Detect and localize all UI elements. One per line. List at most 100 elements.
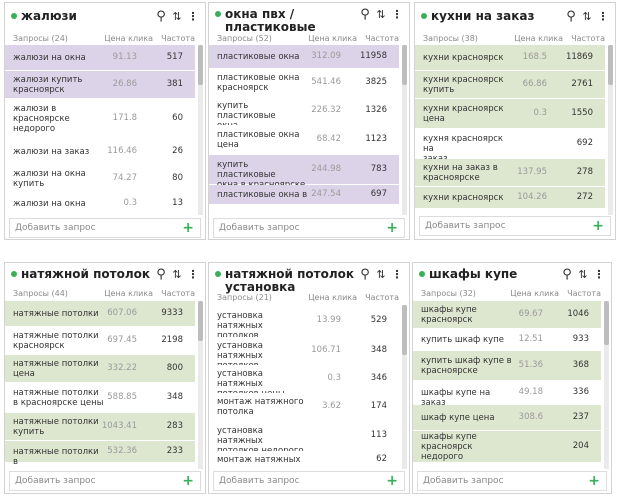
query-row[interactable]: пластиковые окна 312.09 11958 (209, 45, 399, 69)
queries-count-header[interactable]: Запросы (21) (217, 293, 272, 302)
sort-icon[interactable]: ⇅ (172, 268, 182, 281)
queries-count-header[interactable]: Запросы (44) (13, 289, 68, 298)
query-row[interactable]: шкафы купе красноярск недорого 204 (413, 431, 601, 463)
add-query-input[interactable]: Добавить запрос + (417, 471, 607, 491)
freq-column-header[interactable]: Частота (567, 289, 601, 298)
price-column-header[interactable]: Цена клика (104, 289, 153, 298)
query-row[interactable]: кухни красноярск 104.26 272 (415, 187, 605, 209)
price-column-header[interactable]: Цена клика (308, 34, 357, 43)
scrollbar[interactable] (198, 301, 203, 469)
search-icon[interactable]: ⚲ (360, 267, 370, 282)
query-row[interactable]: натяжные потолки 607.06 9333 (5, 301, 195, 327)
query-row[interactable]: шкафы купе красноярск 69.67 1046 (413, 301, 601, 329)
card-title[interactable]: натяжной потолок установка (225, 268, 354, 294)
query-row[interactable]: купить шкаф купе в красноярске 51.36 368 (413, 351, 601, 381)
query-row[interactable]: жалюзи купить красноярск 26.86 381 (5, 71, 195, 99)
search-icon[interactable]: ⚲ (156, 267, 166, 282)
card-title[interactable]: шкафы купе (429, 268, 517, 281)
price-column-header[interactable]: Цена клика (308, 293, 357, 302)
query-row[interactable]: натяжные потолки купить 1043.41 283 (5, 413, 195, 441)
add-icon[interactable]: + (386, 473, 398, 489)
add-query-input[interactable]: Добавить запрос + (9, 471, 201, 491)
query-row[interactable]: жалюзи в красноярске недорого 171.8 60 (5, 99, 195, 139)
search-icon[interactable]: ⚲ (360, 7, 370, 22)
freq-column-header[interactable]: Частота (161, 289, 195, 298)
scrollbar[interactable] (402, 305, 407, 469)
query-row[interactable]: жалюзи на окна 91.13 517 (5, 45, 195, 71)
freq-column-header[interactable]: Частота (365, 34, 399, 43)
queries-count-header[interactable]: Запросы (24) (13, 34, 68, 43)
price-column-header[interactable]: Цена клика (514, 34, 563, 43)
sort-icon[interactable]: ⇅ (582, 10, 592, 23)
freq-column-header[interactable]: Частота (571, 34, 605, 43)
query-row[interactable]: жалюзи на заказ 116.46 26 (5, 139, 195, 165)
more-vertical-icon[interactable]: ⋮ (391, 8, 403, 21)
queries-count-header[interactable]: Запросы (52) (217, 34, 272, 43)
sort-icon[interactable]: ⇅ (376, 8, 386, 21)
query-row[interactable]: монтаж натяжного потолка 3.62 174 (209, 393, 399, 421)
search-icon[interactable]: ⚲ (566, 9, 576, 24)
query-row[interactable]: натяжные потолки в красноярске цены 588.85… (5, 383, 195, 413)
query-row[interactable]: жалюзи на окна купить 74.27 80 (5, 165, 195, 193)
scrollbar[interactable] (198, 45, 203, 215)
add-icon[interactable]: + (182, 220, 194, 236)
sort-icon[interactable]: ⇅ (172, 10, 182, 23)
scrollbar-thumb[interactable] (198, 45, 203, 85)
add-query-input[interactable]: Добавить запрос + (9, 218, 201, 238)
freq-column-header[interactable]: Частота (365, 293, 399, 302)
scrollbar-thumb[interactable] (402, 45, 407, 85)
query-row[interactable]: кухни красноярск 168.5 11869 (415, 45, 605, 71)
add-query-input[interactable]: Добавить запрос + (213, 471, 405, 491)
query-row[interactable]: кухни на заказ в красноярске 137.95 278 (415, 159, 605, 187)
query-row[interactable]: установка натяжных потолков 13.99 529 (209, 305, 399, 341)
scrollbar-thumb[interactable] (608, 45, 613, 85)
scrollbar[interactable] (604, 301, 609, 469)
query-row[interactable]: кухни красноярск цена 0.3 1550 (415, 99, 605, 129)
price-column-header[interactable]: Цена клика (510, 289, 559, 298)
add-query-input[interactable]: Добавить запрос + (213, 218, 405, 238)
card-title[interactable]: натяжной потолок (21, 268, 150, 281)
sort-icon[interactable]: ⇅ (578, 268, 588, 281)
scrollbar[interactable] (608, 45, 613, 215)
query-row[interactable]: натяжные потолки в 532.36 233 (5, 441, 195, 467)
queries-count-header[interactable]: Запросы (38) (423, 34, 478, 43)
add-icon[interactable]: + (182, 473, 194, 489)
add-icon[interactable]: + (588, 473, 600, 489)
scrollbar-thumb[interactable] (198, 301, 203, 341)
add-icon[interactable]: + (592, 218, 604, 234)
price-column-header[interactable]: Цена клика (104, 34, 153, 43)
search-icon[interactable]: ⚲ (562, 267, 572, 282)
query-row[interactable]: пластиковые окна красноярск 541.46 3825 (209, 69, 399, 97)
more-vertical-icon[interactable]: ⋮ (391, 268, 403, 281)
query-row[interactable]: натяжные потолки цена 332.22 800 (5, 355, 195, 383)
search-icon[interactable]: ⚲ (156, 9, 166, 24)
query-row[interactable]: пластиковые окна в 247.54 697 (209, 185, 399, 205)
query-row[interactable]: купить шкаф купе 12.51 933 (413, 329, 601, 351)
add-query-input[interactable]: Добавить запрос + (419, 216, 611, 236)
more-vertical-icon[interactable]: ⋮ (593, 268, 605, 281)
freq-column-header[interactable]: Частота (161, 34, 195, 43)
query-row[interactable]: пластиковые окна цена 68.42 1123 (209, 125, 399, 155)
scrollbar-thumb[interactable] (604, 301, 609, 345)
card-title[interactable]: окна пвх / пластиковые (225, 8, 316, 34)
query-row[interactable]: шкаф купе цена 308.6 237 (413, 405, 601, 431)
scrollbar[interactable] (402, 45, 407, 215)
card-title[interactable]: кухни на заказ (431, 10, 534, 23)
add-icon[interactable]: + (386, 220, 398, 236)
query-row[interactable]: монтаж натяжных 62 (209, 451, 399, 469)
more-vertical-icon[interactable]: ⋮ (187, 10, 199, 23)
query-row[interactable]: шкафы купе на заказ 49.18 336 (413, 381, 601, 408)
query-row[interactable]: кухни красноярск купить 66.86 2761 (415, 71, 605, 99)
more-vertical-icon[interactable]: ⋮ (597, 10, 609, 23)
card-title[interactable]: жалюзи (21, 10, 77, 23)
query-row[interactable]: кухня красноярск назаказ692 (415, 129, 605, 164)
query-row[interactable]: жалюзи на окна 0.3 13 (5, 193, 195, 215)
query-row[interactable]: натяжные потолки красноярск 697.45 2198 (5, 327, 195, 355)
queries-count-header[interactable]: Запросы (32) (421, 289, 476, 298)
scrollbar-thumb[interactable] (402, 305, 407, 355)
